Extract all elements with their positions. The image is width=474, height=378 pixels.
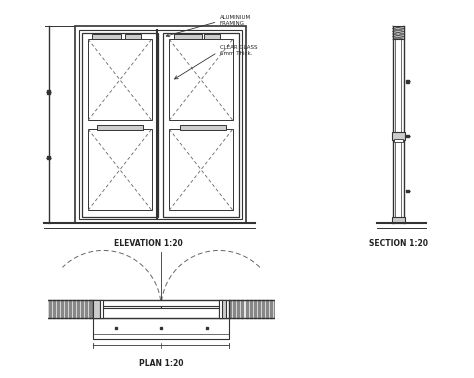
Bar: [219, 300, 226, 318]
Polygon shape: [69, 300, 71, 318]
Bar: [169, 129, 233, 210]
Polygon shape: [241, 300, 244, 318]
Polygon shape: [229, 300, 231, 318]
Bar: [97, 125, 143, 130]
Text: CLEAR GLASS
6mm Thick.: CLEAR GLASS 6mm Thick.: [219, 45, 257, 56]
Polygon shape: [237, 300, 239, 318]
Bar: [163, 33, 239, 217]
Text: ELEVATION 1:20: ELEVATION 1:20: [114, 239, 183, 248]
Polygon shape: [278, 300, 280, 318]
Bar: [392, 217, 405, 223]
Polygon shape: [270, 300, 272, 318]
Bar: [406, 80, 409, 83]
Polygon shape: [254, 300, 256, 318]
Polygon shape: [45, 300, 46, 318]
Bar: [169, 39, 233, 120]
Polygon shape: [266, 300, 268, 318]
Bar: [180, 125, 226, 130]
Polygon shape: [77, 300, 79, 318]
Polygon shape: [61, 300, 63, 318]
Polygon shape: [49, 300, 51, 318]
Bar: [406, 190, 409, 192]
Text: ALUMINIUM
FRAMING: ALUMINIUM FRAMING: [219, 15, 251, 26]
Polygon shape: [65, 300, 67, 318]
Bar: [79, 31, 242, 219]
Bar: [93, 300, 229, 318]
Bar: [219, 300, 222, 318]
Bar: [173, 34, 202, 39]
Polygon shape: [262, 300, 264, 318]
Bar: [161, 305, 219, 308]
Polygon shape: [73, 300, 75, 318]
Bar: [93, 318, 229, 339]
Polygon shape: [36, 300, 38, 318]
Bar: [204, 34, 219, 39]
Bar: [392, 26, 404, 39]
Bar: [103, 305, 161, 308]
Bar: [92, 34, 121, 39]
Bar: [75, 26, 246, 223]
Polygon shape: [274, 300, 276, 318]
Bar: [125, 34, 141, 39]
Polygon shape: [258, 300, 260, 318]
Bar: [100, 300, 103, 318]
Polygon shape: [250, 300, 252, 318]
Bar: [47, 156, 50, 160]
Polygon shape: [57, 300, 59, 318]
Polygon shape: [90, 300, 91, 318]
Polygon shape: [246, 300, 247, 318]
Bar: [93, 300, 100, 318]
Polygon shape: [85, 300, 87, 318]
Polygon shape: [40, 300, 43, 318]
Bar: [392, 132, 405, 140]
Bar: [394, 139, 402, 142]
Polygon shape: [82, 300, 83, 318]
Bar: [82, 33, 158, 217]
Bar: [47, 90, 50, 94]
Bar: [88, 39, 152, 120]
Polygon shape: [283, 300, 284, 318]
Text: PLAN 1:20: PLAN 1:20: [139, 359, 183, 368]
Bar: [406, 135, 409, 138]
Polygon shape: [233, 300, 235, 318]
Bar: [88, 129, 152, 210]
Text: SECTION 1:20: SECTION 1:20: [369, 239, 428, 248]
Polygon shape: [53, 300, 55, 318]
